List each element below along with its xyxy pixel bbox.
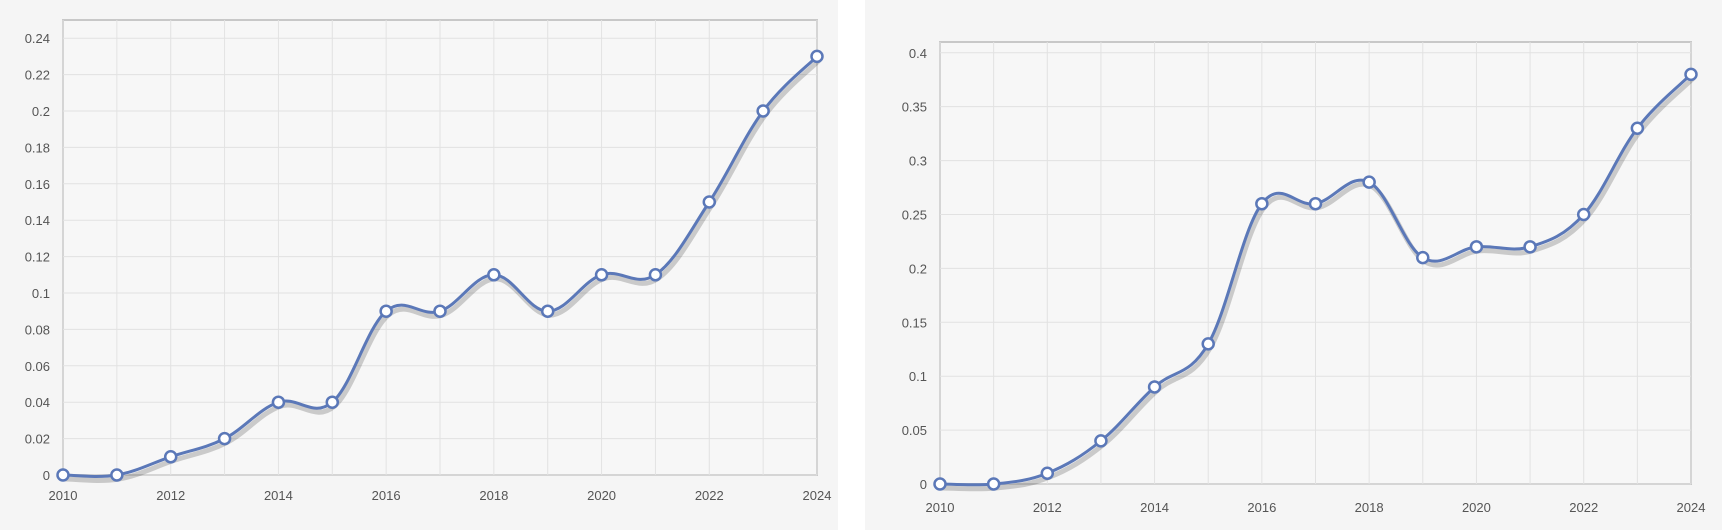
x-tick-label: 2018 (1355, 500, 1384, 515)
x-tick-label: 2010 (926, 500, 955, 515)
y-tick-label: 0.05 (902, 423, 927, 438)
data-point[interactable] (702, 195, 717, 209)
y-tick-label: 0.08 (25, 322, 50, 337)
x-tick-label: 2020 (587, 488, 616, 503)
data-point[interactable] (1576, 207, 1591, 222)
data-point[interactable] (271, 395, 286, 409)
y-tick-label: 0 (920, 477, 927, 492)
y-tick-label: 0.22 (25, 68, 50, 83)
data-point[interactable] (1362, 175, 1376, 189)
data-point[interactable] (1523, 240, 1537, 254)
series-line (62, 55, 819, 478)
line-chart-left: 2010 2012 2014 2016 2018 2020 2022 2024 0 0.02 0.0… (25, 19, 832, 503)
x-tick-label: 2014 (264, 488, 293, 503)
data-point[interactable] (325, 395, 340, 409)
data-point[interactable] (110, 468, 124, 482)
data-point[interactable] (648, 268, 663, 282)
y-tick-label: 0.1 (32, 286, 50, 301)
data-point[interactable] (1469, 240, 1484, 254)
x-tick-label: 2012 (156, 488, 185, 503)
y-tick-label: 0.06 (25, 359, 50, 374)
data-point[interactable] (1630, 121, 1645, 135)
y-tick-label: 0.24 (25, 31, 50, 46)
data-point[interactable] (810, 49, 824, 64)
data-point[interactable] (379, 304, 393, 318)
series-line-shadow (64, 58, 821, 483)
x-tick-label: 2024 (803, 488, 832, 503)
chart-panel-right: 2010 2012 2014 2016 2018 2020 2022 2024 0 0.05 0.1… (865, 0, 1722, 530)
y-tick-label: 0.35 (902, 100, 927, 115)
x-tick-label: 2016 (372, 488, 401, 503)
x-tick-label: 2024 (1677, 500, 1706, 515)
data-point[interactable] (1308, 196, 1323, 211)
y-tick-label: 0.02 (25, 432, 50, 447)
x-tick-label: 2014 (1140, 500, 1169, 515)
y-tick-label: 0.12 (25, 250, 50, 265)
data-point[interactable] (1094, 434, 1108, 448)
x-tick-label: 2022 (695, 488, 724, 503)
x-tick-label: 2022 (1569, 500, 1598, 515)
y-tick-label: 0.2 (32, 104, 50, 119)
data-point[interactable] (986, 477, 1001, 491)
data-point[interactable] (1684, 67, 1698, 82)
y-tick-label: 0.15 (902, 315, 927, 330)
data-point[interactable] (1147, 380, 1162, 394)
x-tick-label: 2016 (1247, 500, 1276, 515)
data-point[interactable] (163, 450, 178, 464)
data-point[interactable] (756, 104, 770, 118)
y-tick-label: 0.16 (25, 177, 50, 192)
data-point[interactable] (594, 268, 609, 282)
data-point[interactable] (540, 304, 555, 318)
y-tick-label: 0.3 (909, 154, 927, 169)
y-tick-label: 0.18 (25, 140, 50, 155)
y-tick-label: 0.2 (909, 261, 927, 276)
chart-panel-left: 2010 2012 2014 2016 2018 2020 2022 2024 0 0.02 0.0… (0, 0, 838, 530)
y-tick-label: 0.04 (25, 395, 50, 410)
x-tick-label: 2012 (1033, 500, 1062, 515)
data-point[interactable] (56, 468, 70, 482)
x-tick-label: 2020 (1462, 500, 1491, 515)
data-point[interactable] (1040, 466, 1055, 480)
data-point[interactable] (487, 268, 501, 282)
x-tick-label: 2010 (49, 488, 78, 503)
y-tick-label: 0.1 (909, 369, 927, 384)
data-point[interactable] (1201, 337, 1215, 351)
data-point[interactable] (1416, 250, 1430, 265)
y-tick-label: 0 (43, 468, 50, 483)
y-tick-label: 0.4 (909, 46, 927, 61)
y-tick-label: 0.25 (902, 207, 927, 222)
data-point[interactable] (933, 477, 947, 491)
line-chart-right: 2010 2012 2014 2016 2018 2020 2022 2024 0 0.05 0.1… (902, 41, 1706, 515)
x-tick-label: 2018 (479, 488, 508, 503)
data-point[interactable] (433, 304, 447, 318)
data-point[interactable] (1255, 196, 1269, 211)
data-point[interactable] (217, 431, 232, 446)
y-tick-label: 0.14 (25, 213, 50, 228)
